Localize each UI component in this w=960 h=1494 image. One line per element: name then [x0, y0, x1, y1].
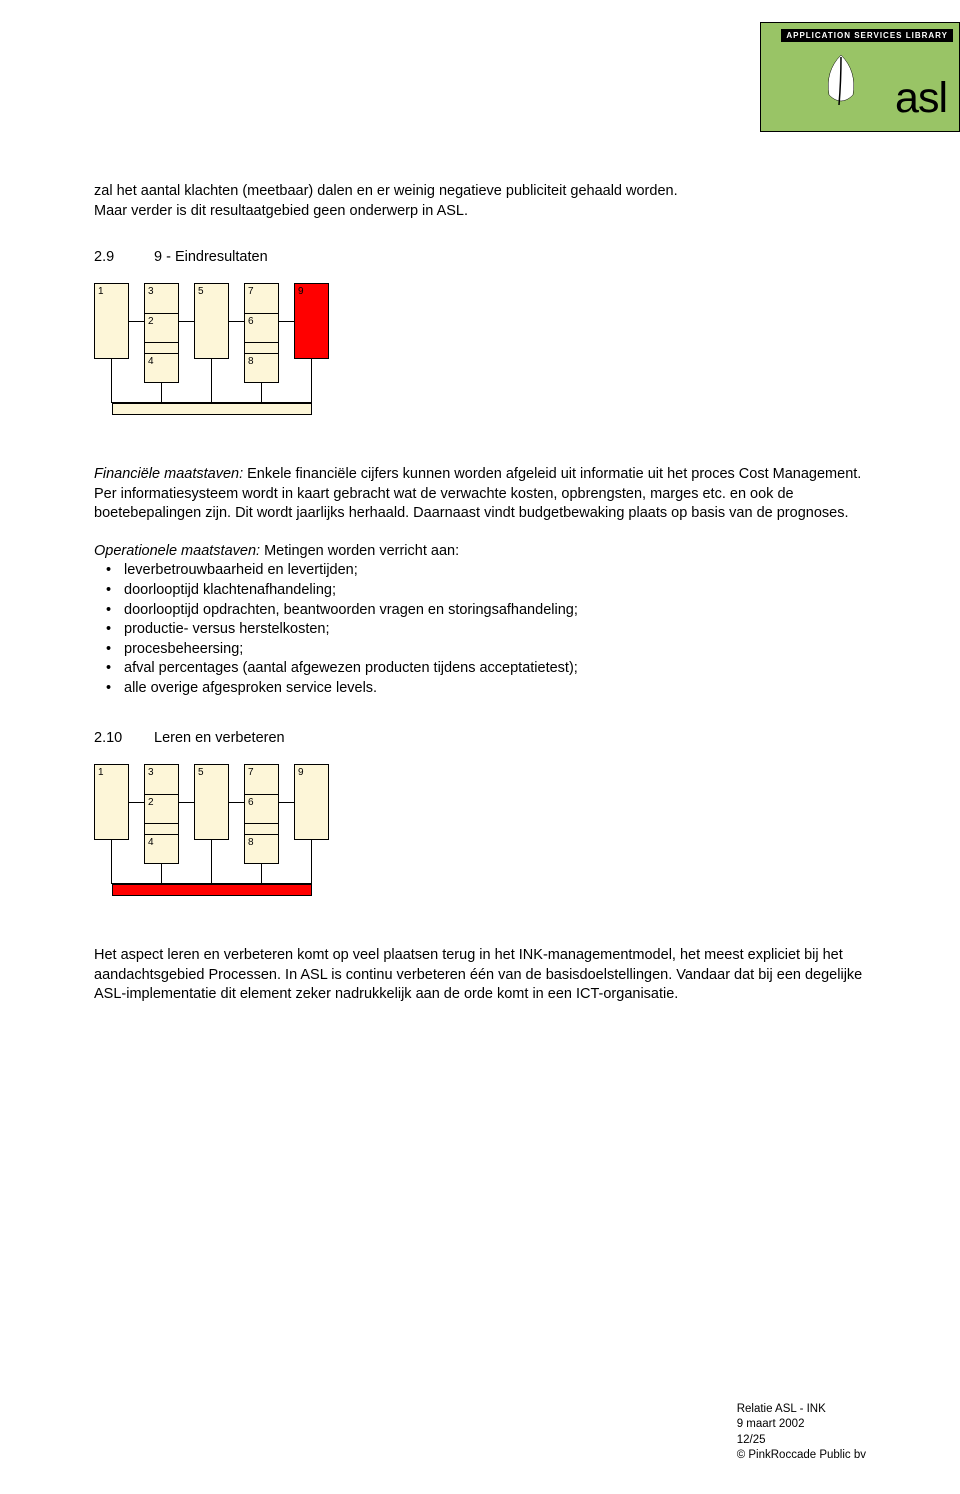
footer-relation: Relatie ASL - INK [737, 1402, 866, 1418]
footer-date: 9 maart 2002 [737, 1417, 866, 1433]
list-item: alle overige afgesproken service levels. [94, 679, 864, 699]
asl-logo: APPLICATION SERVICES LIBRARY asl [760, 22, 960, 132]
diagram-box-6: 6 [244, 794, 279, 824]
diagram-box-1: 1 [94, 764, 129, 840]
diagram-box-4: 4 [144, 834, 179, 864]
diagram-box-2: 2 [144, 313, 179, 343]
financiele-paragraph: Financiële maatstaven: Enkele financiële… [94, 465, 864, 524]
list-item: procesbeheersing; [94, 640, 864, 660]
diagram-box-5: 5 [194, 764, 229, 840]
list-item: productie- versus herstelkosten; [94, 620, 864, 640]
diagram-box-8: 8 [244, 353, 279, 383]
operationele-list: leverbetrouwbaarheid en levertijden;door… [94, 561, 864, 698]
section-2-9-heading: 2.99 - Eindresultaten [94, 249, 864, 265]
section-2-10-heading: 2.10Leren en verbeteren [94, 730, 864, 746]
operationele-intro-text: Metingen worden verricht aan: [260, 543, 459, 559]
section-title: 9 - Eindresultaten [154, 249, 268, 265]
page-footer: Relatie ASL - INK 9 maart 2002 12/25 © P… [737, 1402, 866, 1464]
leaf-icon [817, 51, 865, 109]
diagram-box-2: 2 [144, 794, 179, 824]
ink-diagram-leren: 135792648 [94, 764, 346, 924]
section-number: 2.10 [94, 730, 154, 746]
list-item: doorlooptijd klachtenafhandeling; [94, 581, 864, 601]
diagram-box-8: 8 [244, 834, 279, 864]
section-2-10-paragraph: Het aspect leren en verbeteren komt op v… [94, 946, 864, 1005]
diagram-box-6: 6 [244, 313, 279, 343]
list-item: afval percentages (aantal afgewezen prod… [94, 659, 864, 679]
page-content: zal het aantal klachten (meetbaar) dalen… [94, 182, 864, 1005]
list-item: doorlooptijd opdrachten, beantwoorden vr… [94, 601, 864, 621]
diagram-box-4: 4 [144, 353, 179, 383]
ink-diagram-eindresultaten: 135792648 [94, 283, 346, 443]
diagram-feedback-bar [112, 884, 312, 896]
diagram-box-5: 5 [194, 283, 229, 359]
footer-copyright: © PinkRoccade Public bv [737, 1448, 866, 1464]
diagram-box-9: 9 [294, 283, 329, 359]
diagram-box-9: 9 [294, 764, 329, 840]
logo-text: asl [895, 74, 947, 123]
logo-banner: APPLICATION SERVICES LIBRARY [781, 29, 953, 42]
intro-line-1: zal het aantal klachten (meetbaar) dalen… [94, 182, 864, 202]
section-number: 2.9 [94, 249, 154, 265]
list-item: leverbetrouwbaarheid en levertijden; [94, 561, 864, 581]
intro-line-2: Maar verder is dit resultaatgebied geen … [94, 202, 864, 222]
operationele-intro: Operationele maatstaven: Metingen worden… [94, 542, 864, 562]
financiele-label: Financiële maatstaven: [94, 466, 243, 482]
diagram-box-1: 1 [94, 283, 129, 359]
diagram-feedback-bar [112, 403, 312, 415]
footer-pagenum: 12/25 [737, 1433, 866, 1449]
section-title: Leren en verbeteren [154, 730, 285, 746]
operationele-label: Operationele maatstaven: [94, 543, 260, 559]
